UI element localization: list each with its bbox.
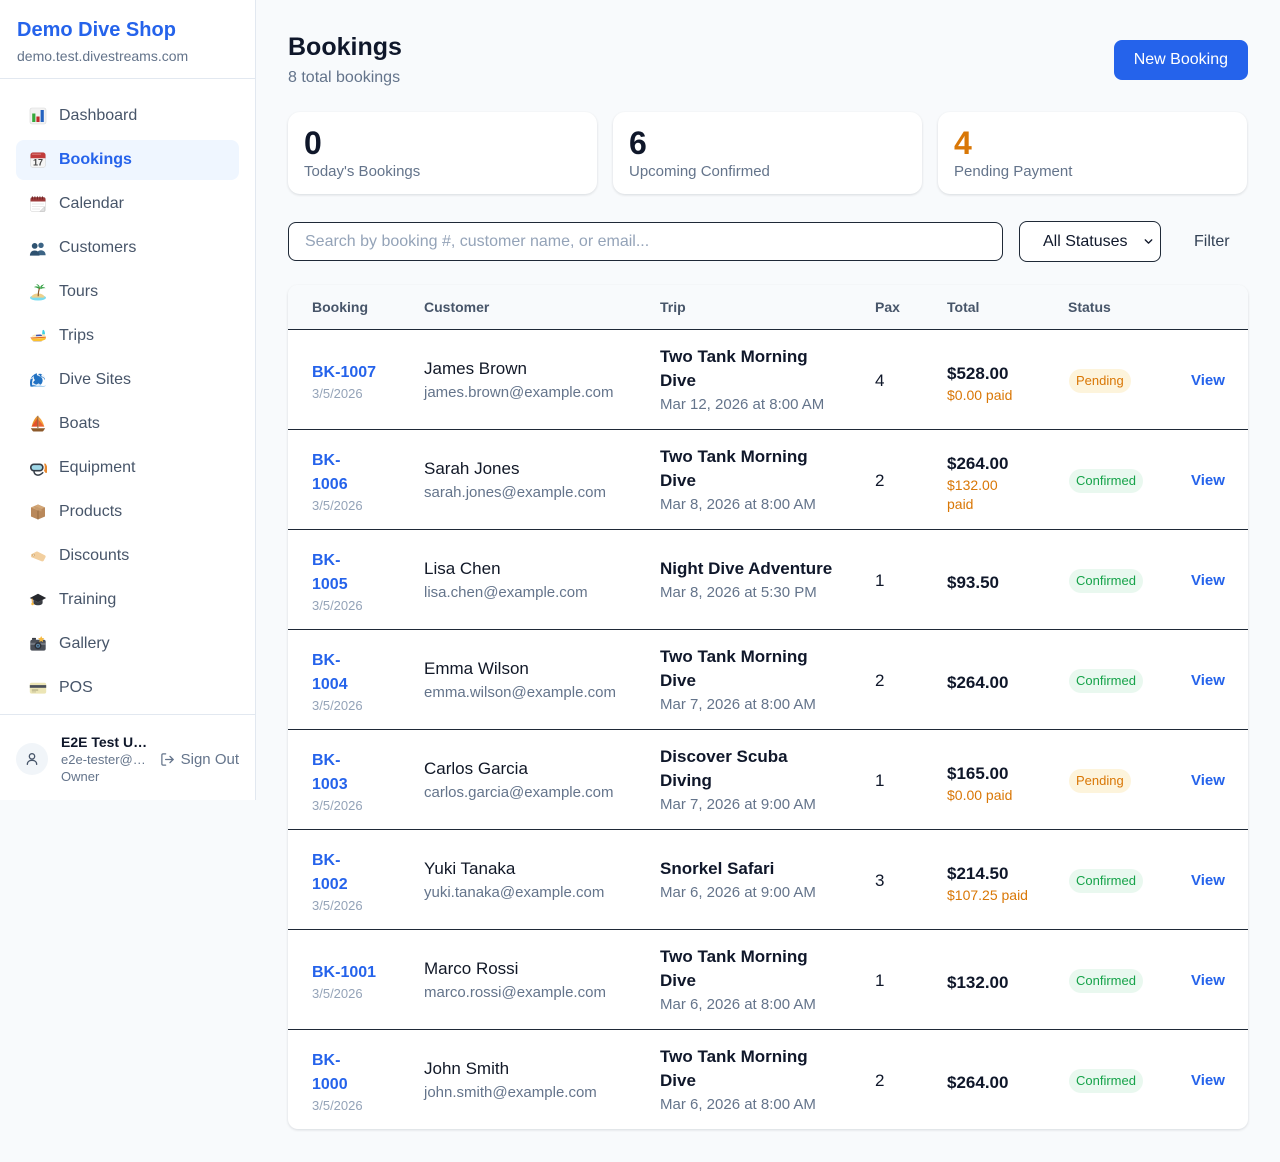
svg-text:17: 17 <box>33 157 43 167</box>
